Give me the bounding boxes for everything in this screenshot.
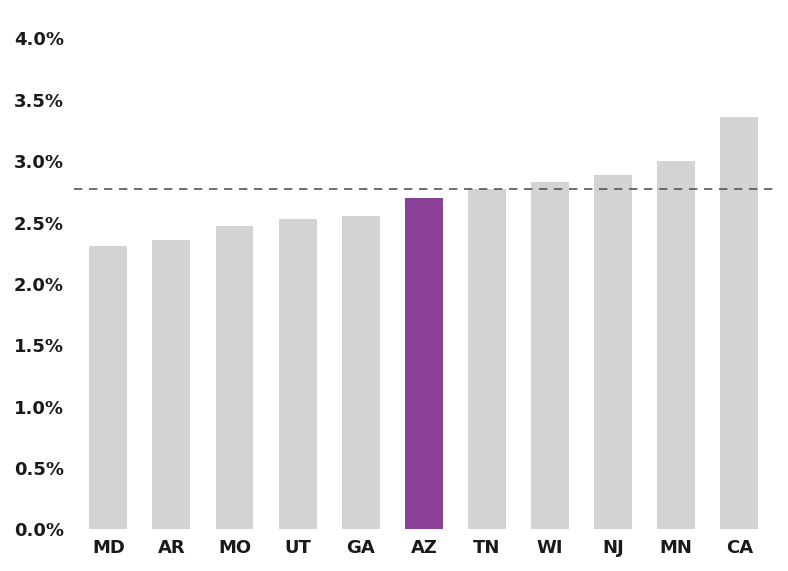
Bar [89, 246, 127, 529]
Bar [342, 216, 380, 529]
Bar [216, 226, 254, 529]
Bar [153, 240, 191, 529]
Bar [594, 175, 632, 529]
Bar [405, 198, 443, 529]
Bar [468, 190, 506, 529]
Bar [657, 161, 695, 529]
Bar [279, 219, 317, 529]
Bar [720, 117, 758, 529]
Bar [531, 182, 569, 529]
